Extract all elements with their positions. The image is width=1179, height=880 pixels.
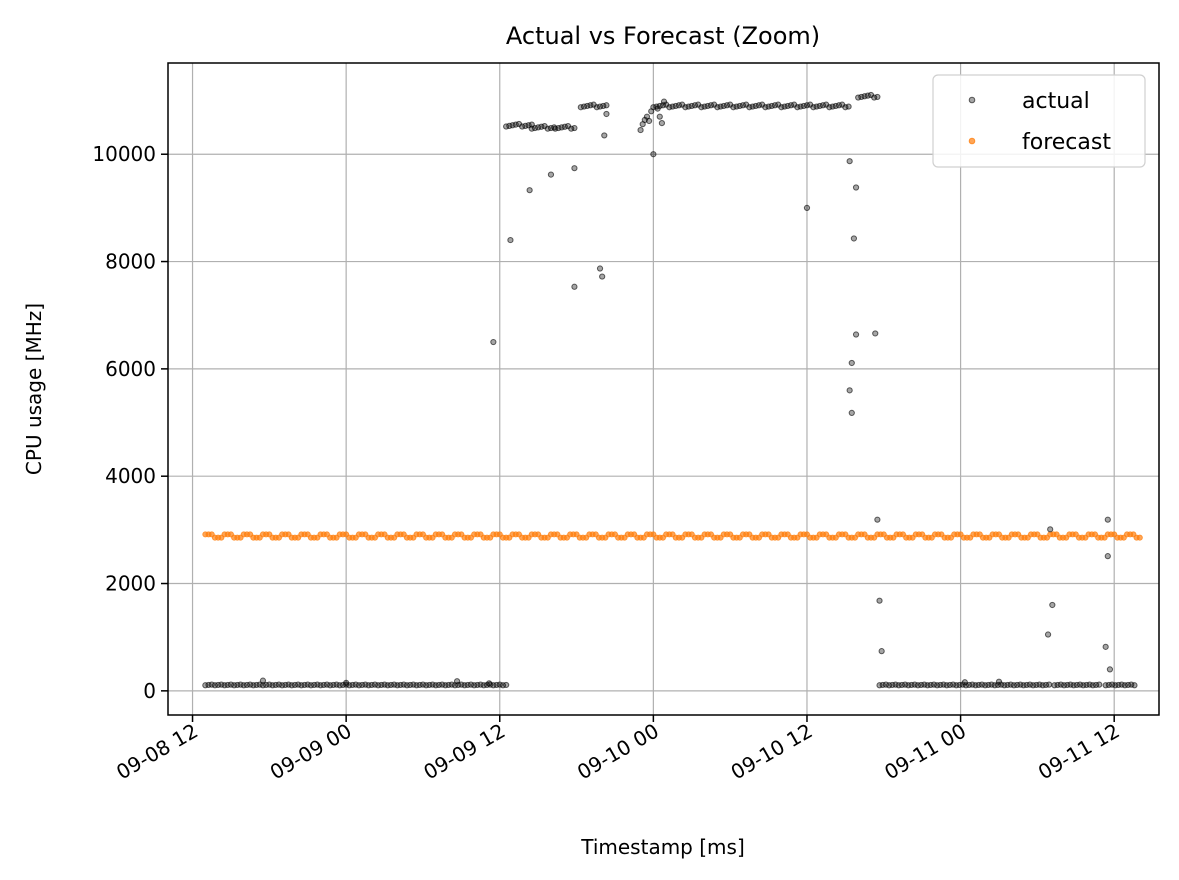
actual-point <box>343 679 350 686</box>
y-axis: 0 2000 4000 6000 8000 10000 <box>92 142 168 703</box>
actual-point <box>852 331 860 338</box>
x-axis-label: Timestamp [ms] <box>580 835 745 859</box>
actual-point <box>658 120 665 127</box>
actual-point <box>803 204 811 211</box>
actual-point <box>878 648 885 655</box>
legend: actual forecast <box>932 74 1146 168</box>
y-axis-label: CPU usage [MHz] <box>22 303 46 475</box>
actual-point <box>1049 601 1056 609</box>
actual-point <box>874 93 881 101</box>
legend-box <box>932 74 1146 168</box>
actual-point <box>571 283 578 290</box>
grid <box>168 63 1159 715</box>
actual-point <box>1046 681 1053 688</box>
actual-point <box>1131 682 1138 689</box>
actual-point <box>503 681 510 689</box>
actual-point <box>995 678 1003 685</box>
actual-point <box>1047 526 1054 533</box>
actual-point <box>1106 666 1114 673</box>
actual-point <box>259 677 267 684</box>
actual-point <box>845 103 852 110</box>
y-tick-label: 6000 <box>105 357 156 381</box>
actual-point <box>571 165 578 172</box>
actual-point <box>848 359 855 367</box>
actual-point <box>852 184 860 191</box>
actual-point <box>874 516 881 523</box>
forecast-series <box>202 531 1143 541</box>
y-tick-label: 0 <box>143 679 156 703</box>
forecast-point <box>1136 534 1143 541</box>
legend-label-actual: actual <box>1022 89 1090 114</box>
actual-point <box>1104 553 1111 560</box>
y-tick-label: 10000 <box>92 142 156 166</box>
actual-point <box>599 273 606 280</box>
actual-point <box>961 679 968 686</box>
actual-point <box>490 338 497 346</box>
y-tick-label: 2000 <box>105 572 156 596</box>
y-tick-label: 4000 <box>105 464 156 488</box>
actual-point <box>1096 681 1103 688</box>
actual-point <box>603 110 610 118</box>
actual-point <box>507 236 514 244</box>
chart-title: Actual vs Forecast (Zoom) <box>506 22 820 50</box>
actual-point <box>872 330 879 337</box>
actual-point <box>526 187 533 194</box>
actual-point <box>637 126 644 134</box>
y-tick-label: 8000 <box>105 250 156 274</box>
actual-point <box>453 678 461 685</box>
actual-point <box>660 98 668 105</box>
legend-marker-actual <box>968 96 976 104</box>
plot-frame <box>167 62 1160 716</box>
actual-point <box>648 108 655 115</box>
actual-point <box>876 597 883 604</box>
actual-series <box>202 91 1138 689</box>
actual-point <box>850 235 858 242</box>
actual-point <box>1104 516 1111 523</box>
actual-point <box>601 132 608 139</box>
actual-point <box>846 387 853 394</box>
legend-label-forecast: forecast <box>1022 130 1111 155</box>
actual-point <box>571 124 578 132</box>
actual-point <box>656 113 663 120</box>
actual-point <box>485 680 493 687</box>
actual-point <box>645 117 653 125</box>
actual-point <box>848 409 855 416</box>
actual-point <box>1102 643 1109 650</box>
actual-point <box>650 151 657 158</box>
actual-point <box>603 102 610 109</box>
actual-point <box>1044 631 1052 638</box>
actual-point <box>547 171 555 178</box>
actual-point <box>654 105 661 112</box>
legend-marker-forecast <box>968 137 976 145</box>
actual-point <box>596 265 604 272</box>
actual-point <box>846 158 853 165</box>
